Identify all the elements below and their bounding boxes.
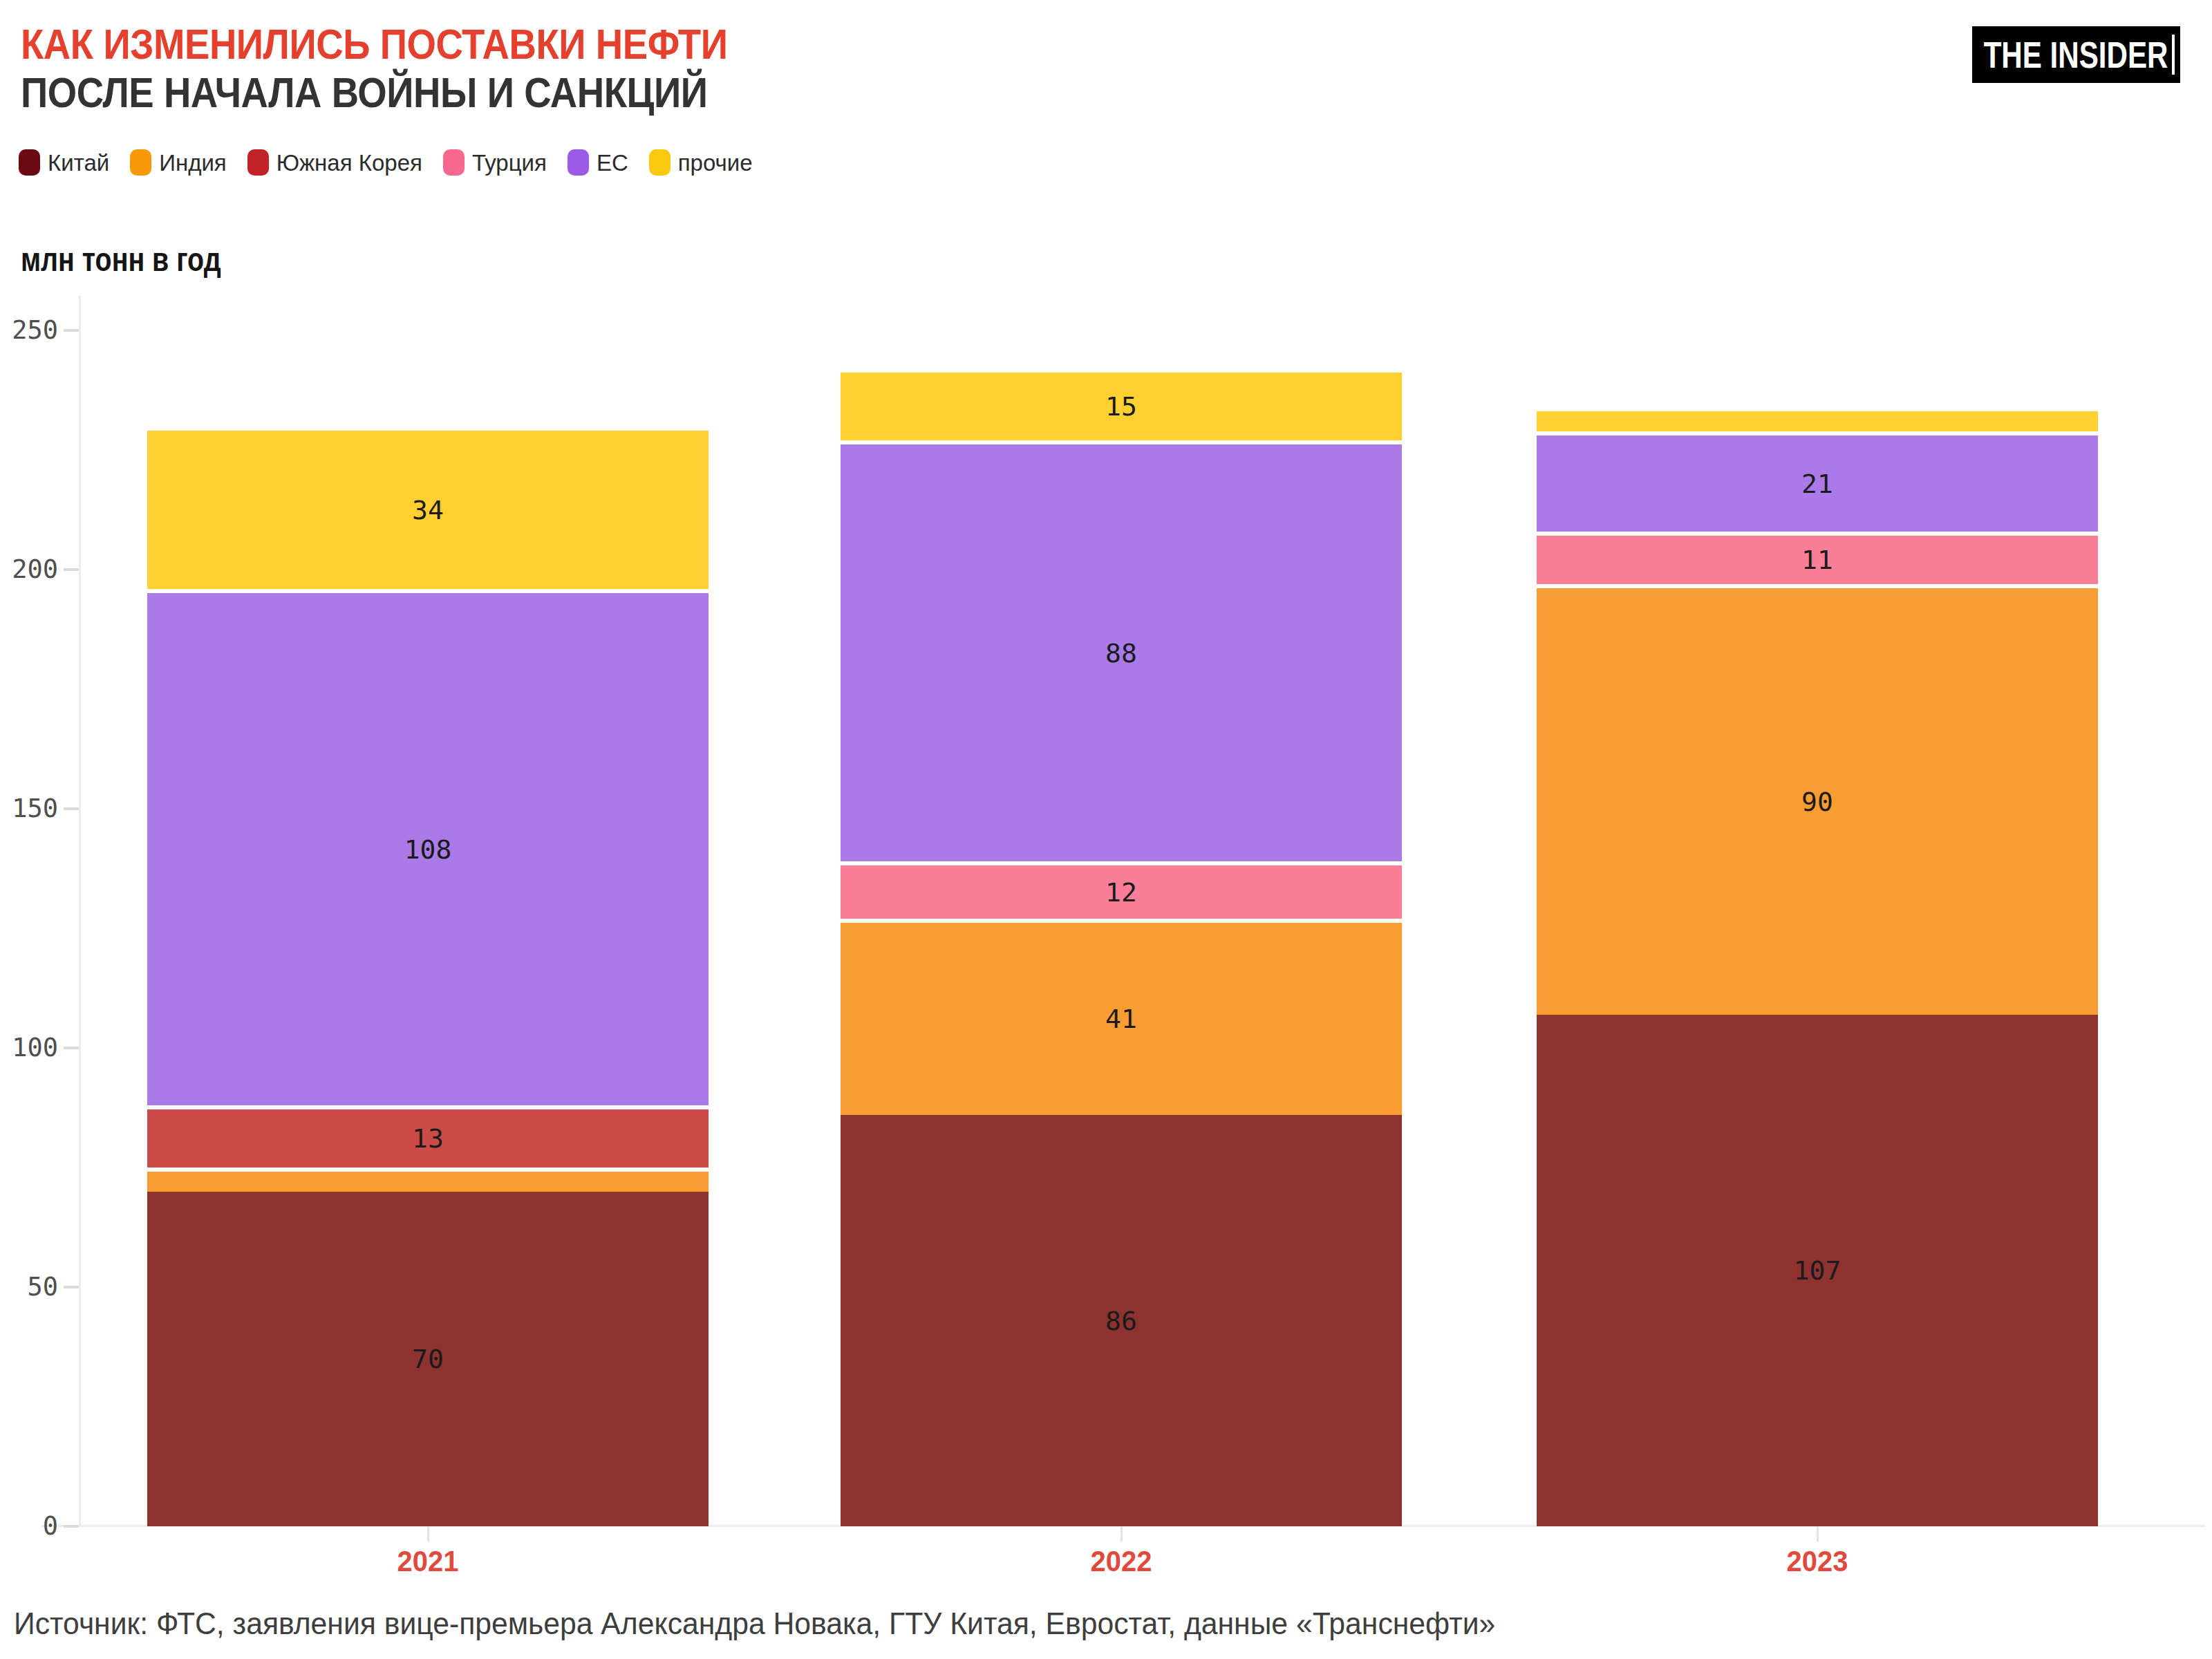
legend-item: Южная Корея xyxy=(247,149,422,176)
bar-segment-Турция: 11 xyxy=(1537,532,2098,584)
bar-value-label: 70 xyxy=(147,1346,709,1372)
bar-segment-прочие: 15 xyxy=(841,368,1402,440)
bar-segment-ЕС: 108 xyxy=(147,589,709,1105)
bar-segment-Индия: 90 xyxy=(1537,584,2098,1015)
legend-item: прочие xyxy=(649,149,753,176)
legend-swatch-icon xyxy=(19,149,40,176)
x-axis-year-label: 2023 xyxy=(1550,1547,2083,1576)
logo-text: THE INSIDER xyxy=(1984,36,2168,73)
bar-value-label: 11 xyxy=(1537,547,2098,573)
bar-segment-Южная Корея: 13 xyxy=(147,1105,709,1168)
bar-segment-прочие: 34 xyxy=(147,427,709,589)
bar-value-label: 88 xyxy=(841,640,1402,666)
legend-swatch-icon xyxy=(443,149,465,176)
x-tick-mark xyxy=(1121,1526,1123,1541)
legend-item: Индия xyxy=(130,149,227,176)
source-note: Источник: ФТС, заявления вице-премьера А… xyxy=(14,1607,1495,1640)
bar-segment-Китай: 70 xyxy=(147,1192,709,1526)
bar-value-label: 90 xyxy=(1537,789,2098,815)
page-title: КАК ИЗМЕНИЛИСЬ ПОСТАВКИ НЕФТИ xyxy=(21,23,727,66)
bar-value-label: 86 xyxy=(841,1308,1402,1334)
y-tick-label: 50 xyxy=(0,1274,58,1300)
bar-segment-Индия: 41 xyxy=(841,919,1402,1115)
y-axis-line xyxy=(79,296,81,1526)
legend-item: ЕС xyxy=(568,149,628,176)
legend-swatch-icon xyxy=(130,149,151,176)
bar-segment-Индия xyxy=(147,1168,709,1192)
y-tick-mark xyxy=(64,807,79,810)
y-tick-label: 100 xyxy=(0,1035,58,1061)
bar-value-label: 15 xyxy=(841,393,1402,420)
y-tick-mark xyxy=(64,1286,79,1288)
bar-value-label: 12 xyxy=(841,879,1402,906)
legend-swatch-icon xyxy=(568,149,589,176)
x-axis-year-label: 2021 xyxy=(161,1547,694,1576)
legend-label: ЕС xyxy=(597,151,628,174)
infographic-oil-supplies: КАК ИЗМЕНИЛИСЬ ПОСТАВКИ НЕФТИ ПОСЛЕ НАЧА… xyxy=(0,0,2212,1659)
bar-value-label: 107 xyxy=(1537,1257,2098,1284)
page-subtitle: ПОСЛЕ НАЧАЛА ВОЙНЫ И САНКЦИЙ xyxy=(21,71,708,114)
y-tick-label: 200 xyxy=(0,556,58,583)
legend-label: Китай xyxy=(48,151,109,174)
legend-swatch-icon xyxy=(649,149,671,176)
bar-value-label: 41 xyxy=(841,1006,1402,1032)
y-tick-mark xyxy=(64,568,79,571)
bar-value-label: 13 xyxy=(147,1125,709,1152)
bar-segment-ЕС: 88 xyxy=(841,440,1402,861)
legend-label: Южная Корея xyxy=(276,151,422,174)
chart-legend: Китай Индия Южная Корея Турция ЕС прочие xyxy=(19,149,753,176)
x-tick-mark xyxy=(1817,1526,1819,1541)
bar-segment-Турция: 12 xyxy=(841,861,1402,919)
y-tick-mark xyxy=(64,329,79,332)
y-tick-label: 250 xyxy=(0,317,58,344)
the-insider-logo: THE INSIDER xyxy=(1972,26,2180,83)
bar-2021: 70 13 108 34 xyxy=(147,427,709,1526)
y-tick-label: 150 xyxy=(0,796,58,822)
legend-label: прочие xyxy=(678,151,753,174)
x-axis-year-label: 2022 xyxy=(854,1547,1387,1576)
y-axis-unit-label: млн тонн в год xyxy=(21,243,221,276)
bar-segment-ЕС: 21 xyxy=(1537,431,2098,532)
legend-item: Китай xyxy=(19,149,109,176)
bar-segment-Китай: 107 xyxy=(1537,1015,2098,1526)
bar-value-label: 21 xyxy=(1537,471,2098,497)
bar-segment-прочие xyxy=(1537,407,2098,431)
y-tick-mark xyxy=(64,1047,79,1049)
bar-value-label: 108 xyxy=(147,836,709,863)
bar-2022: 86 41 12 88 15 xyxy=(841,368,1402,1526)
bar-segment-Китай: 86 xyxy=(841,1115,1402,1526)
legend-label: Турция xyxy=(472,151,547,174)
y-tick-label: 0 xyxy=(0,1513,58,1539)
legend-item: Турция xyxy=(443,149,547,176)
bar-2023: 107 90 11 21 xyxy=(1537,407,2098,1526)
y-tick-mark xyxy=(64,1525,79,1528)
bar-value-label: 34 xyxy=(147,497,709,523)
legend-swatch-icon xyxy=(247,149,269,176)
legend-label: Индия xyxy=(159,151,227,174)
x-tick-mark xyxy=(427,1526,429,1541)
logo-caret-icon xyxy=(2172,35,2175,75)
